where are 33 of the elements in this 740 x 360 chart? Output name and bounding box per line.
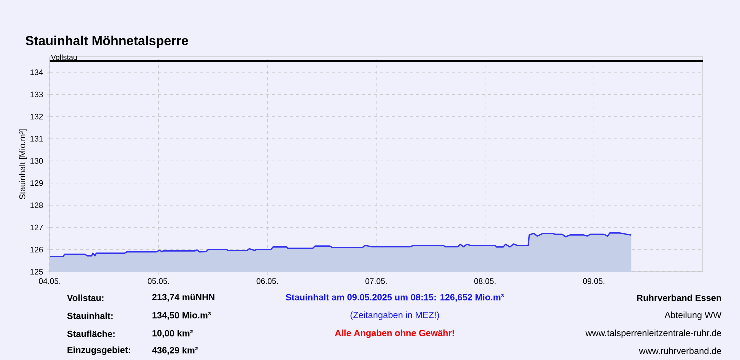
text: 134,50 Mio.m³	[152, 312, 212, 320]
text: Stauinhalt:	[67, 312, 113, 320]
text: www.ruhrverband.de	[639, 348, 722, 354]
x-tick-label: 08.05.	[474, 278, 496, 284]
y-tick-label: 125	[30, 269, 44, 275]
text: 436,29 km²	[152, 347, 198, 355]
text: Staufläche:	[67, 330, 115, 338]
chart-title: Stauinhalt Möhnetalsperre	[26, 36, 188, 48]
y-tick-label: 132	[30, 114, 44, 120]
y-tick-label: 134	[30, 70, 44, 76]
y-axis-title: Stauinhalt [Mio.m³]	[19, 130, 28, 200]
y-tick-label: 127	[30, 224, 44, 230]
x-tick-label: 04.05.	[39, 278, 60, 284]
text: www.talsperrenleitzentrale-ruhr.de	[586, 330, 722, 338]
y-tick-label: 126	[30, 247, 44, 253]
text: Stauinhalt am 09.05.2025 um 08:15: 126,652 Mio.m³	[286, 294, 504, 302]
y-tick-label: 130	[30, 158, 44, 164]
text: (Zeitangaben in MEZ!)	[350, 312, 440, 320]
text: Vollstau:	[67, 294, 104, 302]
y-tick-label: 129	[30, 180, 44, 186]
x-tick-label: 05.05.	[148, 278, 170, 284]
x-tick-label: 06.05.	[256, 278, 278, 284]
text: Abteilung WW	[664, 312, 722, 320]
text: 213,74 müNHN	[152, 294, 215, 302]
y-tick-label: 128	[30, 202, 44, 208]
text: Einzugsgebiet:	[68, 346, 130, 356]
text: Alle Angaben ohne Gewähr!	[335, 330, 454, 338]
text: Ruhrverband Essen	[637, 294, 722, 302]
x-tick-label: 07.05.	[366, 278, 387, 284]
x-tick-label: 09.05.	[583, 278, 605, 284]
text: 10,00 km²	[152, 330, 194, 338]
y-tick-label: 131	[30, 136, 44, 142]
y-tick-label: 133	[30, 92, 44, 98]
